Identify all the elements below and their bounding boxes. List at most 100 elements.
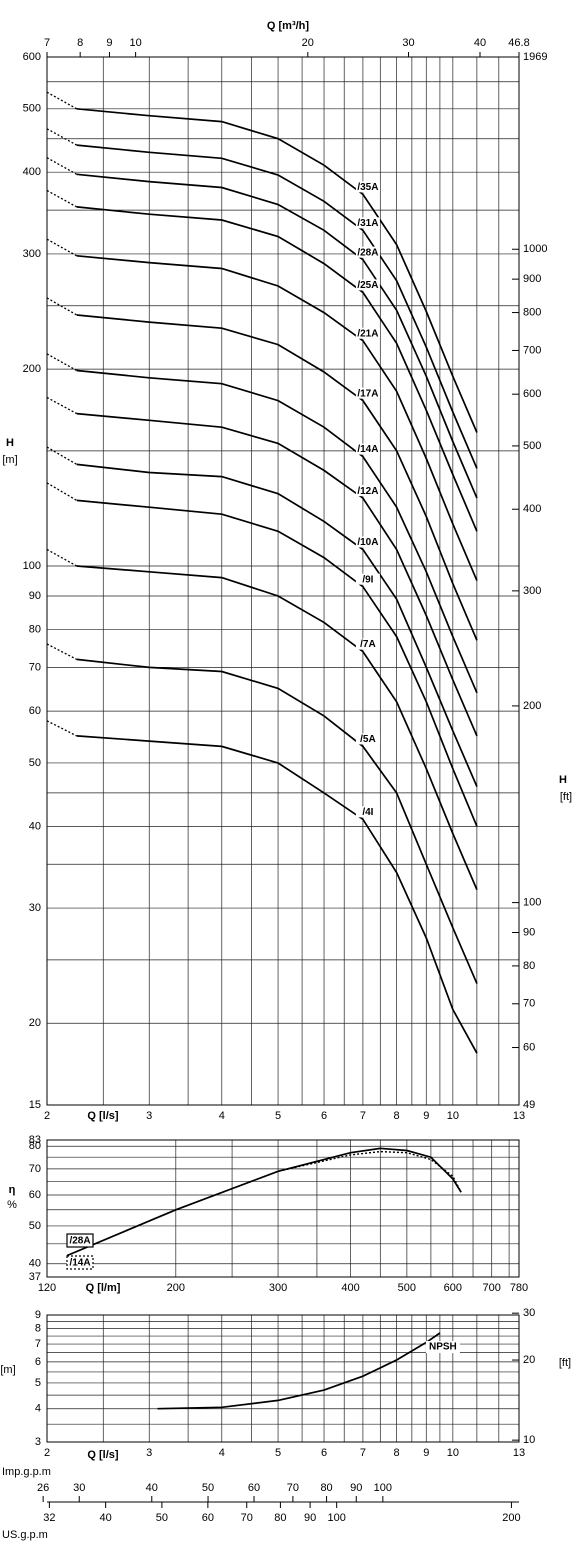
curve — [76, 463, 478, 787]
x-tick-label: 3 — [146, 1110, 152, 1122]
legend-label: /28A — [69, 1236, 90, 1247]
y-tick-label: 7 — [35, 1338, 41, 1350]
lead-in-line — [46, 548, 78, 567]
label-bg — [355, 485, 380, 497]
curve — [76, 206, 478, 532]
y-tick-label: 200 — [23, 363, 41, 375]
plot-frame — [46, 1139, 520, 1278]
axis-label: % — [7, 1199, 17, 1211]
scale-title: US.g.p.m — [2, 1529, 48, 1541]
label-bg — [355, 181, 380, 193]
x-tick-label: 9 — [423, 1110, 429, 1122]
x2-tick-label: 46.8 — [508, 37, 529, 49]
curve — [76, 735, 478, 1054]
curve — [157, 1332, 441, 1410]
y-tick-label: 600 — [23, 51, 41, 63]
y2-tick-label: 900 — [523, 273, 541, 285]
label-bg — [355, 217, 380, 229]
curve-label: /25A — [357, 280, 378, 291]
x-tick-label: 6 — [321, 1110, 327, 1122]
scale-title: Imp.g.p.m — [2, 1466, 51, 1478]
x-tick-label: 8 — [394, 1110, 400, 1122]
scale-tick-label: 26 — [37, 1482, 49, 1494]
y-tick-label: 4 — [35, 1403, 41, 1415]
y2-tick-label: 80 — [523, 960, 535, 972]
y2-tick-label: 1000 — [523, 243, 547, 255]
scale-tick-label: 60 — [202, 1512, 214, 1524]
scale-tick-label: 70 — [241, 1512, 253, 1524]
label-bg — [425, 1341, 460, 1354]
lead-in-line — [46, 482, 78, 501]
scale-tick-label: 80 — [320, 1482, 332, 1494]
label-bg — [355, 246, 380, 258]
x2-tick-label: 30 — [402, 37, 414, 49]
label-bg — [355, 327, 380, 339]
scale-tick-label: 200 — [502, 1512, 520, 1524]
curve-label: /10A — [357, 537, 378, 548]
axis-label: [ft] — [560, 791, 572, 803]
legend-box — [66, 1255, 94, 1270]
x2-tick-label: 40 — [474, 37, 486, 49]
x-tick-label: 200 — [167, 1282, 185, 1294]
y-tick-label: 400 — [23, 166, 41, 178]
scale-tick-label: 50 — [156, 1512, 168, 1524]
x-tick-label: 700 — [483, 1282, 501, 1294]
y2-tick-label: 1969 — [523, 51, 547, 63]
x-tick-label: 3 — [146, 1447, 152, 1459]
curve — [76, 173, 478, 499]
scale-tick-label: 100 — [374, 1482, 392, 1494]
axis-label: [ft] — [559, 1357, 571, 1369]
curve-label: /4I — [362, 807, 373, 818]
axis-label: H — [6, 437, 14, 449]
y2-tick-label: 400 — [523, 503, 541, 515]
x2-tick-label: 8 — [77, 37, 83, 49]
curve-label: /5A — [360, 734, 376, 745]
x-tick-label: 10 — [447, 1447, 459, 1459]
axis-label: [m] — [0, 1364, 15, 1376]
y2-tick-label: 300 — [523, 585, 541, 597]
lead-in-line — [46, 91, 78, 110]
y2-tick-label: 200 — [523, 700, 541, 712]
y-tick-label: 90 — [29, 590, 41, 602]
y-tick-label: 70 — [29, 661, 41, 673]
curve-label: /35A — [357, 182, 378, 193]
x-tick-label: 300 — [269, 1282, 287, 1294]
x-tick-label: 10 — [447, 1110, 459, 1122]
curve-label: /28A — [357, 247, 378, 258]
label-bg — [355, 573, 380, 585]
y-tick-label: 37 — [29, 1271, 41, 1283]
scale-tick-label: 90 — [304, 1512, 316, 1524]
curve — [76, 658, 478, 984]
y-tick-label: 83 — [29, 1134, 41, 1146]
curve — [66, 1147, 462, 1257]
y-tick-label: 70 — [29, 1163, 41, 1175]
curve-label: /21A — [357, 328, 378, 339]
label-bg — [355, 733, 380, 745]
axis-label: Q [l/s] — [87, 1449, 119, 1461]
x2-tick-label: 7 — [44, 37, 50, 49]
y-tick-label: 100 — [23, 560, 41, 572]
y-tick-label: 40 — [29, 820, 41, 832]
x-tick-label: 4 — [219, 1110, 225, 1122]
y-tick-label: 50 — [29, 757, 41, 769]
curve-label: /9I — [362, 574, 373, 585]
y-tick-label: 15 — [29, 1099, 41, 1111]
y2-tick-label: 30 — [523, 1307, 535, 1319]
x-tick-label: 2 — [44, 1110, 50, 1122]
curve — [76, 369, 478, 694]
lead-in-line — [46, 396, 78, 415]
curve-label: /7A — [360, 639, 376, 650]
y-tick-label: 3 — [35, 1436, 41, 1448]
x-tick-label: 400 — [341, 1282, 359, 1294]
y2-tick-label: 90 — [523, 926, 535, 938]
y-tick-label: 8 — [35, 1323, 41, 1335]
curve-label: /14A — [357, 444, 378, 455]
y-tick-label: 60 — [29, 705, 41, 717]
lead-in-line — [46, 128, 78, 146]
lead-in-line — [46, 353, 78, 372]
plot-frame — [46, 56, 520, 1106]
y2-tick-label: 49 — [523, 1099, 535, 1111]
x-tick-label: 780 — [510, 1282, 528, 1294]
scale-tick-label: 70 — [287, 1482, 299, 1494]
